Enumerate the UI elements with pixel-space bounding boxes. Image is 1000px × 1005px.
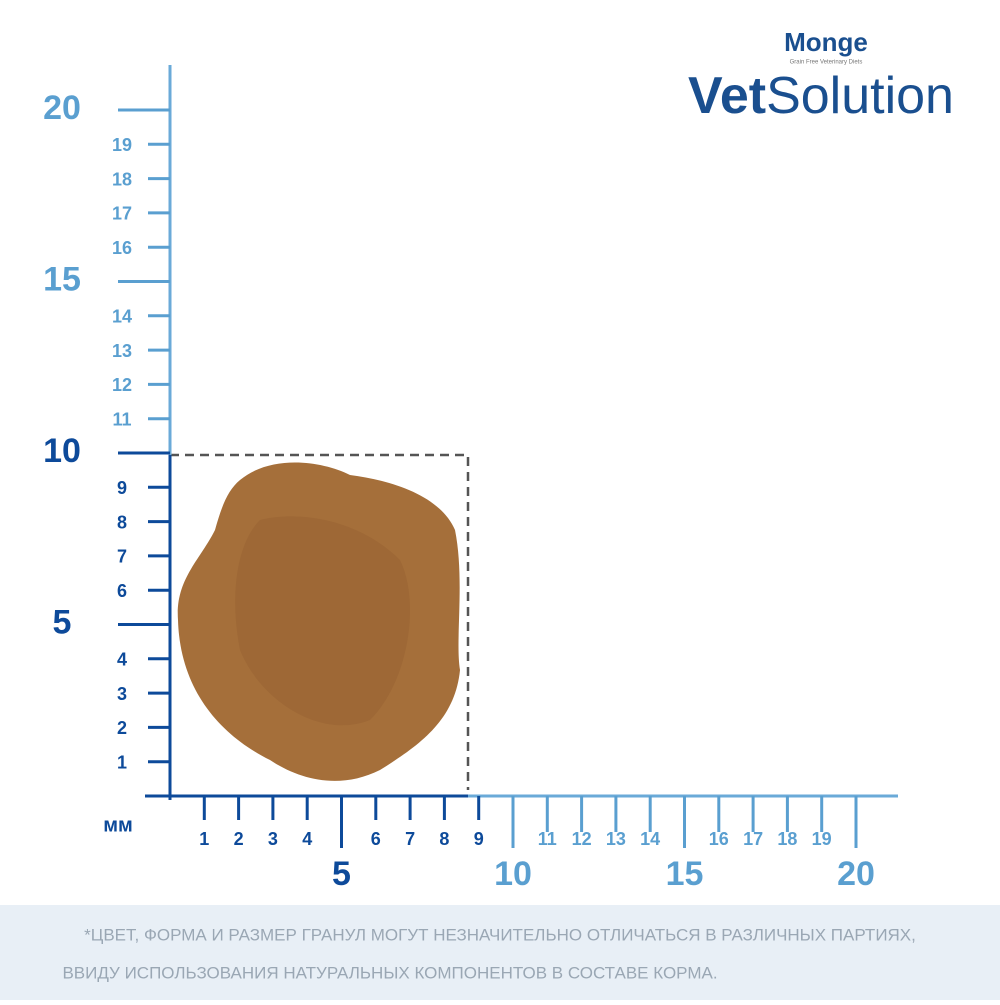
- y-tick-label: 5: [53, 603, 72, 641]
- y-tick-label: 11: [112, 409, 131, 429]
- y-tick-label: 12: [112, 375, 132, 395]
- note-line: ВВИДУ ИСПОЛЬЗОВАНИЯ НАТУРАЛЬНЫХ КОМПОНЕН…: [62, 963, 717, 982]
- x-tick-label: 14: [640, 829, 660, 849]
- x-tick-label: 8: [439, 829, 449, 849]
- unit-label: мм: [103, 814, 133, 836]
- y-tick-label: 10: [43, 432, 81, 470]
- x-tick-label: 7: [405, 829, 415, 849]
- y-tick-label: 1: [117, 752, 127, 772]
- x-tick-label: 12: [572, 829, 592, 849]
- y-tick-label: 20: [43, 89, 81, 127]
- kibble-shade: [235, 516, 410, 726]
- y-tick-label: 3: [117, 684, 127, 704]
- y-tick-label: 18: [112, 169, 132, 189]
- y-tick-label: 16: [112, 238, 132, 258]
- x-tick-label: 17: [743, 829, 763, 849]
- product-name: VetSolution: [688, 67, 954, 125]
- product-light: Solution: [766, 67, 954, 125]
- y-tick-label: 2: [117, 718, 127, 738]
- x-tick-label: 2: [234, 829, 244, 849]
- product-bold: Vet: [688, 67, 766, 125]
- x-tick-label: 19: [812, 829, 832, 849]
- x-tick-label: 1: [199, 829, 209, 849]
- brand-tagline: Grain Free Veterinary Diets: [790, 60, 863, 66]
- x-tick-label: 13: [606, 829, 626, 849]
- y-tick-label: 17: [112, 204, 132, 224]
- x-tick-label: 4: [302, 829, 312, 849]
- y-tick-label: 7: [117, 547, 127, 567]
- x-tick-label: 20: [837, 855, 875, 893]
- x-tick-label: 5: [332, 855, 351, 893]
- x-tick-label: 15: [666, 855, 704, 893]
- note-line: *ЦВЕТ, ФОРМА И РАЗМЕР ГРАНУЛ МОГУТ НЕЗНА…: [84, 925, 916, 944]
- brand-name: Monge: [784, 27, 868, 57]
- y-tick-label: 19: [112, 135, 132, 155]
- x-tick-label: 6: [371, 829, 381, 849]
- x-tick-label: 10: [494, 855, 532, 893]
- y-tick-label: 14: [112, 307, 132, 327]
- y-tick-label: 4: [117, 650, 127, 670]
- footer-band: [0, 905, 1000, 1000]
- y-tick-label: 6: [117, 581, 127, 601]
- y-tick-label: 15: [43, 260, 81, 298]
- x-tick-label: 16: [709, 829, 729, 849]
- x-tick-label: 18: [777, 829, 797, 849]
- x-tick-label: 3: [268, 829, 278, 849]
- y-tick-label: 9: [117, 478, 127, 498]
- x-tick-label: 11: [538, 829, 557, 849]
- y-tick-label: 13: [112, 341, 132, 361]
- x-tick-label: 9: [474, 829, 484, 849]
- y-tick-label: 8: [117, 512, 127, 532]
